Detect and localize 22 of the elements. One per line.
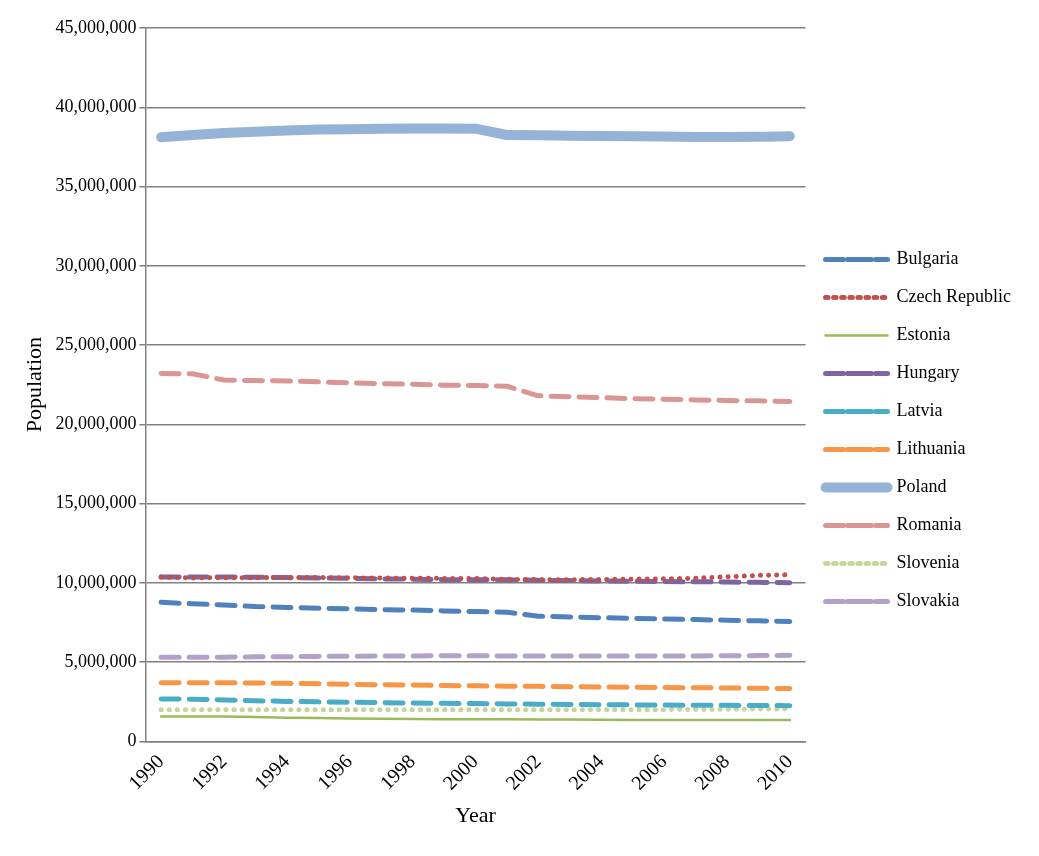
legend-label: Bulgaria: [896, 248, 959, 269]
x-axis-title: Year: [455, 801, 497, 827]
y-tick-label: 10,000,000: [55, 571, 137, 592]
legend-label: Slovakia: [896, 590, 960, 611]
legend-label: Hungary: [896, 362, 960, 383]
legend-label: Czech Republic: [896, 286, 1012, 307]
y-tick-label: 15,000,000: [55, 492, 137, 513]
y-tick-label: 5,000,000: [64, 650, 137, 671]
legend-label: Estonia: [896, 324, 951, 345]
legend-label: Lithuania: [896, 438, 966, 459]
y-tick-label: 30,000,000: [55, 254, 137, 275]
y-axis-title: Population: [20, 337, 46, 433]
legend-label: Romania: [896, 514, 962, 535]
legend-label: Slovenia: [896, 552, 960, 573]
y-tick-label: 40,000,000: [55, 95, 137, 116]
y-tick-label: 0: [127, 730, 137, 751]
y-tick-label: 25,000,000: [55, 333, 137, 354]
y-tick-label: 35,000,000: [55, 175, 137, 196]
legend-label: Latvia: [896, 400, 943, 421]
y-tick-label: 20,000,000: [55, 413, 137, 434]
legend-label: Poland: [896, 476, 947, 497]
y-tick-label: 45,000,000: [55, 16, 137, 37]
